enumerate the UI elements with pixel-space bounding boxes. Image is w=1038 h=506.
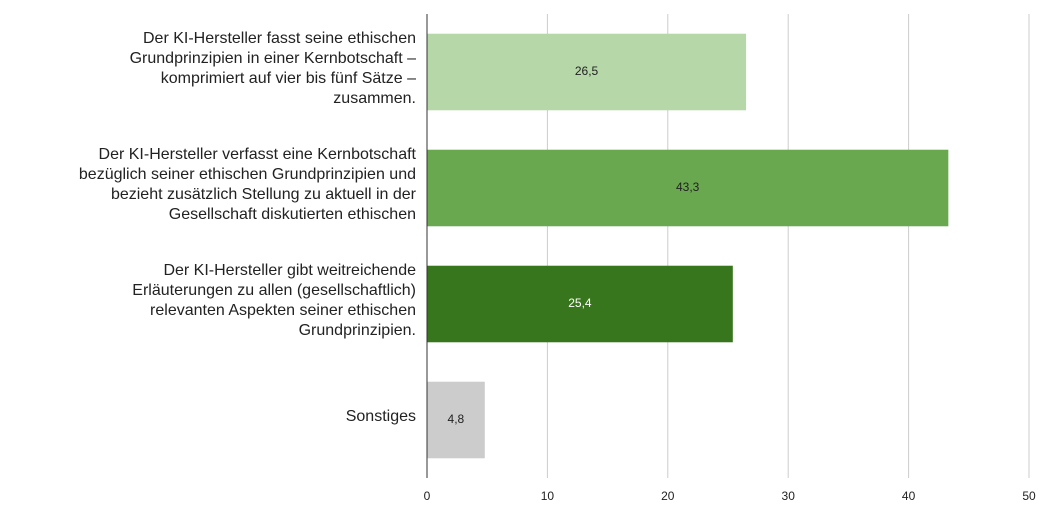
x-tick-label: 30 [782, 489, 796, 503]
x-tick-label: 50 [1022, 489, 1036, 503]
category-label-box: Der KI-Hersteller verfasst eine Kernbots… [0, 130, 416, 239]
value-label: 43,3 [676, 180, 700, 194]
y-tick-label: Der KI-Hersteller verfasst eine Kernbots… [78, 145, 416, 223]
bar [427, 265, 733, 343]
x-tick-label: 10 [541, 489, 555, 503]
y-tick-label: Der KI-Hersteller gibt weitreichende Erl… [132, 261, 416, 339]
bar [427, 33, 747, 111]
value-label: 26,5 [575, 64, 599, 78]
category-label-box: Der KI-Hersteller gibt weitreichende Erl… [0, 246, 416, 355]
bar [427, 149, 949, 227]
value-label: 4,8 [448, 412, 465, 426]
category-label-box: Der KI-Hersteller fasst seine ethischen … [0, 14, 416, 123]
x-tick-label: 40 [902, 489, 916, 503]
value-label: 25,4 [568, 296, 592, 310]
category-label-box: Sonstiges [0, 362, 416, 471]
y-tick-label: Der KI-Hersteller fasst seine ethischen … [129, 29, 416, 107]
bar [427, 381, 485, 459]
x-tick-label: 20 [661, 489, 675, 503]
x-tick-label: 0 [424, 489, 431, 503]
y-tick-label: Sonstiges [345, 407, 416, 425]
